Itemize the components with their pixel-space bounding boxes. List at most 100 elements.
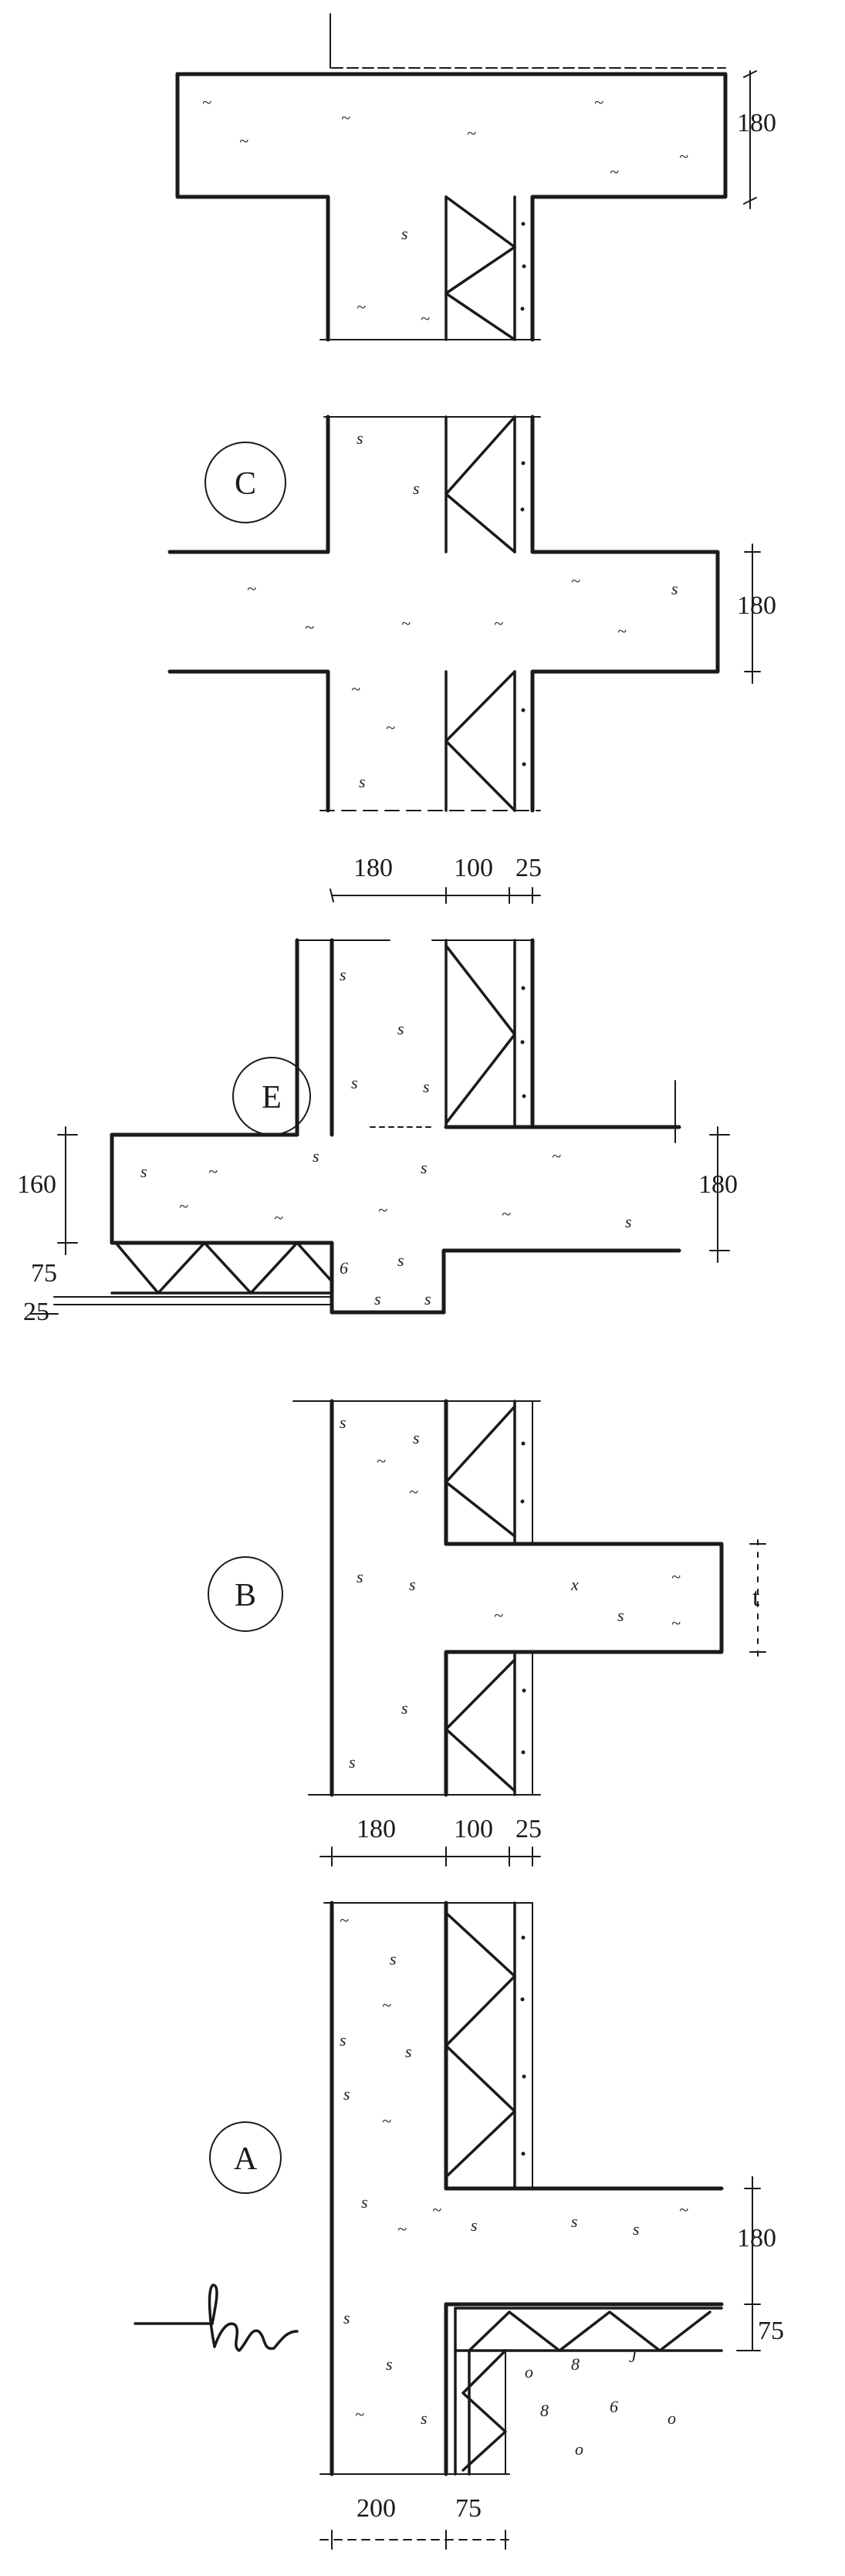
svg-text:~: ~: [305, 618, 314, 637]
svg-text:s: s: [405, 2042, 412, 2061]
dim-e-wall: 180: [353, 854, 393, 882]
svg-text:~: ~: [679, 147, 688, 166]
svg-text:~: ~: [494, 614, 503, 633]
svg-text:~: ~: [594, 93, 603, 112]
dim-e-cladding: 25: [515, 854, 542, 882]
dim-a-insulation-below: 75: [758, 2317, 784, 2345]
svg-text:8: 8: [571, 2354, 580, 2374]
aggregate-marks-b: s s ~ ~ s s ~ x s ~ ~ s s: [340, 1413, 681, 1772]
svg-text:~: ~: [502, 1204, 511, 1224]
dimension-e-top: 180 100 25: [330, 854, 542, 904]
dimension-c: 180: [737, 543, 776, 684]
svg-text:s: s: [625, 1212, 632, 1231]
circle-label-e: E: [232, 1057, 311, 1136]
dim-a-wall: 200: [357, 2494, 396, 2523]
svg-text:s: s: [424, 1289, 431, 1308]
svg-text:~: ~: [571, 571, 580, 591]
handwritten-signature: [134, 2283, 299, 2352]
svg-text:s: s: [397, 1019, 404, 1038]
svg-text:s: s: [343, 2308, 350, 2327]
svg-text:s: s: [140, 1162, 147, 1181]
svg-text:s: s: [351, 1073, 358, 1092]
svg-text:s: s: [374, 1289, 381, 1308]
svg-text:s: s: [617, 1606, 624, 1625]
label-a: A: [234, 2141, 258, 2177]
svg-text:s: s: [313, 1146, 319, 1166]
svg-text:~: ~: [208, 1162, 218, 1181]
dimension-e-left: 160 75 25: [17, 1126, 78, 1326]
svg-text:~: ~: [610, 162, 619, 181]
svg-text:s: s: [409, 1575, 416, 1594]
svg-text:~: ~: [494, 1606, 503, 1625]
cladding-dots-top: [520, 222, 526, 311]
svg-text:s: s: [413, 479, 420, 498]
detail-e: 180 100 25 s s: [17, 854, 738, 1326]
label-b: B: [235, 1578, 256, 1613]
cladding-dots-c: [520, 461, 526, 767]
svg-text:~: ~: [467, 124, 476, 143]
dim-e-insulation: 100: [454, 854, 493, 882]
dimension-e-right: 180: [698, 1126, 738, 1263]
svg-text:~: ~: [386, 718, 395, 737]
svg-text:s: s: [671, 579, 678, 598]
svg-text:~: ~: [355, 2405, 364, 2424]
circle-label-b: B: [208, 1556, 283, 1632]
svg-text:~: ~: [671, 1613, 681, 1633]
svg-text:~: ~: [679, 2200, 688, 2219]
svg-text:~: ~: [179, 1197, 188, 1216]
svg-text:~: ~: [382, 2111, 391, 2131]
cladding-dots-a: [520, 1935, 526, 2156]
svg-text:s: s: [357, 428, 363, 448]
svg-text:~: ~: [421, 309, 430, 328]
cladding-dots-b: [520, 1441, 526, 1755]
svg-text:o: o: [575, 2439, 583, 2459]
detail-b: s s ~ ~ s s ~ x s ~ ~ s s B t 180 100 25: [208, 1399, 766, 1867]
circle-label-c: C: [204, 442, 286, 523]
detail-a: ~ s ~ s s s ~ s ~ ~ s s s ~ s s ~ s o 8 …: [134, 1901, 784, 2550]
aggregate-marks-e: s s s s s ~ s s ~ ~ ~ ~ ~ s 6 s s s: [140, 965, 632, 1308]
svg-text:~: ~: [202, 93, 211, 112]
svg-text:s: s: [390, 1949, 397, 1968]
aggregate-marks-a: ~ s ~ s s s ~ s ~ ~ s s s ~ s s ~ s o 8 …: [340, 1911, 688, 2459]
svg-text:s: s: [349, 1752, 356, 1772]
dim-c-thickness: 180: [737, 591, 776, 620]
svg-text:s: s: [423, 1077, 430, 1096]
svg-text:s: s: [421, 1158, 428, 1177]
svg-text:~: ~: [357, 297, 366, 316]
svg-text:~: ~: [401, 614, 411, 633]
svg-text:8: 8: [540, 2401, 549, 2420]
dim-e-under-insulation: 75: [31, 1259, 57, 1288]
svg-text:~: ~: [552, 1146, 561, 1166]
dimension-b-right: t: [749, 1539, 766, 1660]
svg-text:s: s: [361, 2192, 368, 2212]
dim-e-slab-left: 160: [17, 1170, 56, 1199]
svg-text:~: ~: [341, 108, 350, 127]
dim-a-insulation-side: 75: [455, 2494, 482, 2523]
label-e: E: [262, 1080, 282, 1115]
dim-b-wall: 180: [357, 1815, 396, 1843]
dim-a-slab: 180: [737, 2224, 776, 2253]
svg-text:o: o: [525, 2362, 533, 2381]
svg-text:s: s: [471, 2215, 478, 2235]
svg-text:~: ~: [378, 1200, 387, 1220]
svg-text:s: s: [340, 1413, 346, 1432]
svg-text:6: 6: [340, 1258, 348, 1278]
svg-text:~: ~: [274, 1208, 283, 1227]
svg-text:~: ~: [351, 679, 360, 699]
svg-text:~: ~: [239, 131, 248, 151]
svg-text:~: ~: [671, 1567, 681, 1586]
dim-e-slab-right: 180: [698, 1170, 738, 1199]
svg-text:s: s: [397, 1251, 404, 1270]
svg-text:s: s: [401, 1698, 408, 1718]
aggregate-marks-top: ~ ~ ~ ~ ~ ~ ~ s ~ ~: [202, 93, 688, 328]
svg-text:s: s: [340, 965, 346, 984]
label-c: C: [235, 466, 256, 502]
svg-text:s: s: [343, 2084, 350, 2104]
svg-text:o: o: [668, 2408, 676, 2428]
svg-text:J: J: [629, 2347, 637, 2366]
cladding-dots-e: [520, 986, 526, 1098]
dim-b-insulation: 100: [454, 1815, 493, 1843]
svg-text:6: 6: [610, 2397, 618, 2416]
svg-text:~: ~: [409, 1482, 418, 1501]
